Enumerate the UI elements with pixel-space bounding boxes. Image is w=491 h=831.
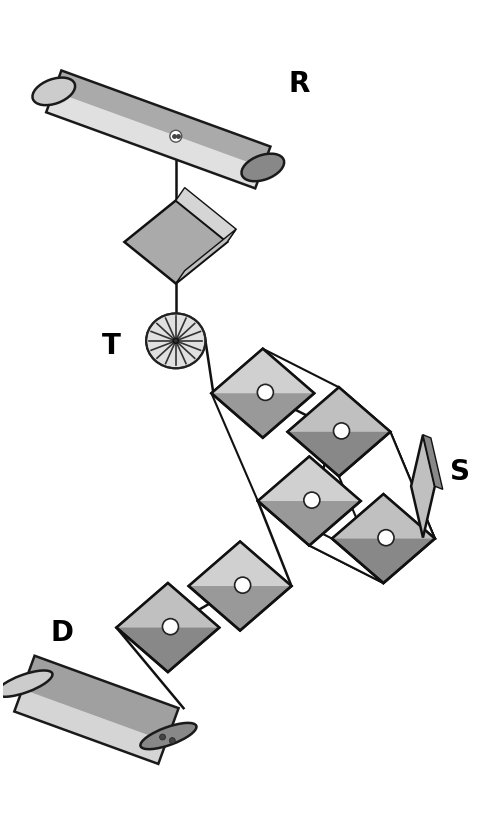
Polygon shape xyxy=(189,542,292,586)
Circle shape xyxy=(163,618,178,635)
Polygon shape xyxy=(423,435,443,489)
Text: R: R xyxy=(289,70,310,98)
Circle shape xyxy=(378,529,394,546)
Polygon shape xyxy=(212,349,314,393)
Polygon shape xyxy=(212,349,314,438)
Polygon shape xyxy=(14,656,179,764)
Circle shape xyxy=(170,130,182,142)
Polygon shape xyxy=(258,456,361,545)
Ellipse shape xyxy=(146,313,205,368)
Polygon shape xyxy=(258,456,361,501)
Ellipse shape xyxy=(32,77,75,106)
Polygon shape xyxy=(309,387,435,545)
Polygon shape xyxy=(176,188,236,242)
Polygon shape xyxy=(332,494,435,538)
Ellipse shape xyxy=(0,671,53,696)
Polygon shape xyxy=(176,229,236,283)
Polygon shape xyxy=(14,689,166,764)
Circle shape xyxy=(257,385,273,401)
Circle shape xyxy=(160,734,165,740)
Polygon shape xyxy=(339,432,435,583)
Polygon shape xyxy=(288,387,390,476)
Text: T: T xyxy=(102,332,121,360)
Polygon shape xyxy=(411,435,435,538)
Circle shape xyxy=(333,423,350,439)
Polygon shape xyxy=(116,583,219,627)
Polygon shape xyxy=(332,494,435,583)
Polygon shape xyxy=(288,387,390,432)
Polygon shape xyxy=(189,542,292,631)
Ellipse shape xyxy=(140,723,196,750)
Ellipse shape xyxy=(173,338,178,343)
Text: D: D xyxy=(51,618,74,647)
Polygon shape xyxy=(124,200,227,283)
Polygon shape xyxy=(46,91,263,189)
Polygon shape xyxy=(116,583,219,672)
Circle shape xyxy=(235,578,250,593)
Circle shape xyxy=(169,738,175,744)
Text: S: S xyxy=(450,459,469,486)
Ellipse shape xyxy=(242,154,284,181)
Polygon shape xyxy=(46,71,271,189)
Polygon shape xyxy=(258,501,383,583)
Circle shape xyxy=(304,492,320,508)
